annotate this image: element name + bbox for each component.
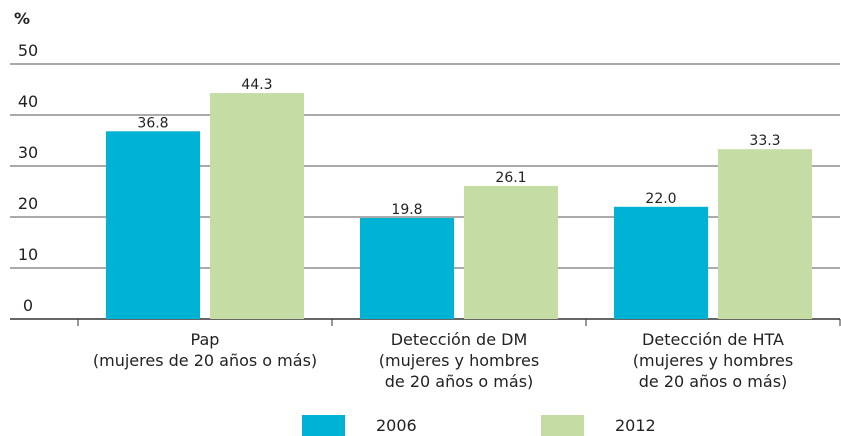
data-label: 44.3: [241, 77, 272, 93]
x-tick-label: Pap: [191, 330, 220, 349]
x-tick-label: Detección de HTA: [642, 330, 784, 349]
legend-label: 2006: [376, 416, 417, 435]
x-tick-label: de 20 años o más): [385, 372, 534, 391]
y-tick-label: 10: [18, 245, 38, 264]
data-label: 26.1: [495, 170, 526, 186]
data-label: 33.3: [749, 133, 780, 149]
data-label: 22.0: [645, 191, 676, 207]
y-tick-label: 30: [18, 143, 38, 162]
bar: [106, 131, 200, 319]
x-tick-label: (mujeres y hombres: [379, 351, 539, 370]
x-tick-label: de 20 años o más): [639, 372, 788, 391]
bar: [210, 93, 304, 319]
y-tick-label: 20: [18, 194, 38, 213]
y-axis-label: %: [14, 9, 30, 28]
legend-swatch: [302, 415, 345, 436]
bar: [718, 149, 812, 319]
legend-label: 2012: [615, 416, 656, 435]
y-tick-label: 0: [23, 296, 33, 315]
bar: [464, 185, 558, 319]
data-label: 19.8: [391, 202, 422, 218]
x-tick-label: (mujeres y hombres: [633, 351, 793, 370]
bar: [360, 218, 454, 319]
legend-swatch: [541, 415, 584, 436]
y-tick-label: 50: [18, 41, 38, 60]
bar: [614, 206, 708, 319]
x-tick-label: Detección de DM: [391, 330, 528, 349]
x-tick-label: (mujeres de 20 años o más): [93, 351, 317, 370]
y-tick-label: 40: [18, 92, 38, 111]
data-label: 36.8: [137, 115, 168, 131]
